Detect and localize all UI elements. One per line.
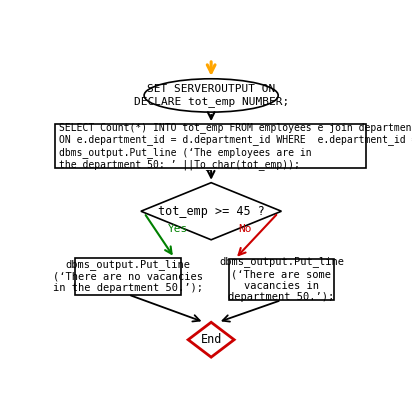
Bar: [229, 259, 334, 300]
Text: No: No: [238, 224, 251, 234]
Bar: [55, 124, 366, 169]
Bar: [75, 258, 181, 295]
Text: tot_emp >= 45 ?: tot_emp >= 45 ?: [158, 205, 265, 218]
Text: dbms_output.Put_line
(‘There are no vacancies
in the department 50.’);: dbms_output.Put_line (‘There are no vaca…: [53, 259, 203, 293]
Text: SET SERVEROUTPUT ON
DECLARE tot_emp NUMBER;: SET SERVEROUTPUT ON DECLARE tot_emp NUMB…: [133, 84, 289, 107]
Text: dbms_output.Put_line
(‘There are some
vacancies in
department 50.’);: dbms_output.Put_line (‘There are some va…: [219, 257, 344, 302]
Polygon shape: [141, 183, 281, 240]
Text: Yes: Yes: [168, 224, 188, 234]
Text: End: End: [201, 333, 222, 346]
Polygon shape: [188, 322, 234, 357]
Text: SELECT Count(*) INTO tot_emp FROM employees e join departments d
ON e.department: SELECT Count(*) INTO tot_emp FROM employ…: [59, 122, 412, 171]
Ellipse shape: [144, 79, 278, 112]
